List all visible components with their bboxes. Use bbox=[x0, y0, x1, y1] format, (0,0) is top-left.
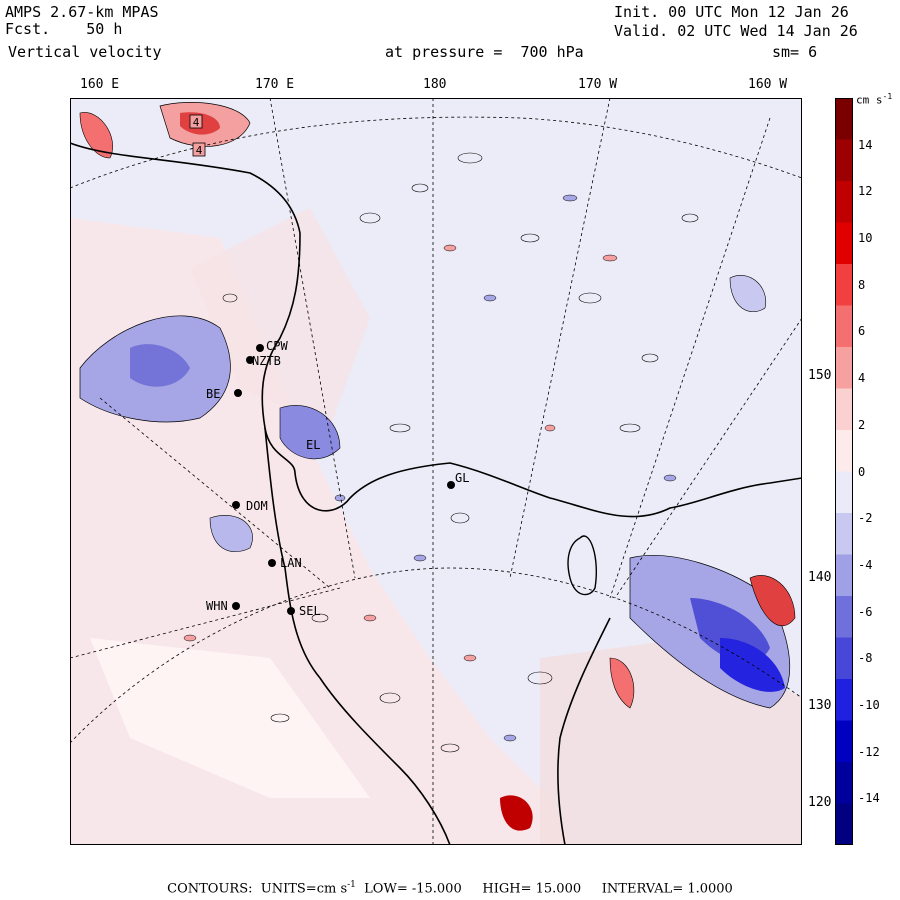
contour-info-footer: CONTOURS: UNITS=cm s-1 LOW= -15.000 HIGH… bbox=[167, 880, 733, 897]
roosevelt-island bbox=[567, 535, 597, 596]
pink-patch bbox=[190, 208, 370, 428]
station-label: GL bbox=[455, 471, 469, 485]
vertical-velocity-map[interactable]: 4 4 CPW NZTB BE EL DOM LAN WHN SEL GL bbox=[70, 98, 802, 845]
colorbar-segment bbox=[835, 679, 853, 721]
colorbar-tick-label: -4 bbox=[858, 557, 873, 572]
lon-label-180: 180 bbox=[423, 77, 447, 92]
station-label: DOM bbox=[246, 499, 268, 513]
ascent-patch-mountains bbox=[609, 657, 635, 709]
station-label: LAN bbox=[280, 556, 302, 570]
ascent-patch-south bbox=[500, 795, 533, 831]
colorbar-tick-label: 12 bbox=[858, 184, 873, 199]
pressure-level: at pressure = 700 hPa bbox=[385, 43, 584, 61]
colorbar-segment bbox=[835, 471, 853, 514]
colorbar bbox=[835, 98, 853, 845]
colorbar-tick-label: 6 bbox=[858, 324, 866, 339]
colorbar-segment bbox=[835, 139, 853, 182]
colorbar-segment bbox=[835, 388, 853, 431]
colorbar-tick-label: -14 bbox=[858, 791, 880, 806]
descent-core-west bbox=[130, 344, 190, 387]
small-contour-features bbox=[222, 152, 699, 753]
variable-name: Vertical velocity bbox=[8, 43, 162, 61]
station-label: EL bbox=[306, 438, 320, 452]
station-marker[interactable] bbox=[268, 559, 276, 567]
station-marker[interactable] bbox=[246, 356, 254, 364]
descent-patch-dome bbox=[209, 515, 253, 553]
colorbar-tick-label: 14 bbox=[858, 137, 873, 152]
station-marker[interactable] bbox=[287, 607, 295, 615]
colorbar-units: cm s-1 bbox=[856, 92, 893, 107]
transantarctic-coastline bbox=[264, 427, 451, 845]
colorbar-segment bbox=[835, 305, 853, 348]
station-label: SEL bbox=[299, 604, 321, 618]
init-time: Init. 00 UTC Mon 12 Jan 26 bbox=[614, 3, 849, 21]
descent-patch-ross-sea bbox=[729, 275, 767, 313]
colorbar-segment bbox=[835, 347, 853, 389]
ascent-patch-nw bbox=[79, 112, 113, 159]
lon-label-160e: 160 E bbox=[80, 77, 120, 92]
forecast-hour: Fcst. 50 h bbox=[5, 20, 123, 38]
colorbar-tick-label: -12 bbox=[858, 744, 880, 759]
model-title: AMPS 2.67-km MPAS bbox=[5, 3, 159, 21]
station-label: CPW bbox=[266, 339, 288, 353]
colorbar-tick-label: 10 bbox=[858, 231, 873, 246]
colorbar-segment bbox=[835, 513, 853, 555]
station-marker[interactable] bbox=[447, 481, 455, 489]
colorbar-segment bbox=[835, 98, 853, 140]
station-marker[interactable] bbox=[232, 501, 240, 509]
station-label: NZTB bbox=[252, 354, 281, 368]
station-marker[interactable] bbox=[234, 389, 242, 397]
colorbar-tick-label: -8 bbox=[858, 651, 873, 666]
colorbar-segment bbox=[835, 803, 853, 845]
station-label: BE bbox=[206, 387, 220, 401]
station-marker[interactable] bbox=[232, 602, 240, 610]
ascent-region-east bbox=[749, 575, 796, 627]
colorbar-tick-label: 8 bbox=[858, 277, 866, 292]
contour-label: 4 bbox=[196, 144, 203, 157]
colorbar-segment bbox=[835, 596, 853, 638]
colorbar-tick-label: 2 bbox=[858, 417, 866, 432]
descent-region-coast bbox=[279, 405, 341, 460]
colorbar-tick-label: -6 bbox=[858, 604, 873, 619]
colorbar-segment bbox=[835, 762, 853, 804]
white-gap-region bbox=[90, 638, 370, 798]
colorbar-segment bbox=[835, 554, 853, 597]
ross-ice-shelf-edge bbox=[70, 142, 802, 518]
colorbar-segment bbox=[835, 181, 853, 223]
lon-label-170e: 170 E bbox=[255, 77, 295, 92]
colorbar-segment bbox=[835, 222, 853, 265]
colorbar-tick-label: 4 bbox=[858, 371, 866, 386]
colorbar-tick-label: 0 bbox=[858, 464, 866, 479]
colorbar-segment bbox=[835, 430, 853, 472]
lon-label-170w: 170 W bbox=[578, 77, 618, 92]
map-frame bbox=[70, 98, 802, 845]
colorbar-frame bbox=[835, 98, 853, 845]
valid-time: Valid. 02 UTC Wed 14 Jan 26 bbox=[614, 22, 858, 40]
contour-label: 4 bbox=[193, 116, 200, 129]
lon-label-160w: 160 W bbox=[748, 77, 788, 92]
station-marker[interactable] bbox=[256, 344, 264, 352]
grounding-line-east bbox=[557, 617, 611, 845]
colorbar-segment bbox=[835, 637, 853, 680]
colorbar-tick-label: -2 bbox=[858, 511, 873, 526]
colorbar-tick-label: -10 bbox=[858, 697, 880, 712]
graticule bbox=[70, 98, 802, 845]
station-label: WHN bbox=[206, 599, 228, 613]
smoothing-value: sm= 6 bbox=[772, 43, 818, 61]
colorbar-segment bbox=[835, 264, 853, 306]
colorbar-segment bbox=[835, 720, 853, 763]
